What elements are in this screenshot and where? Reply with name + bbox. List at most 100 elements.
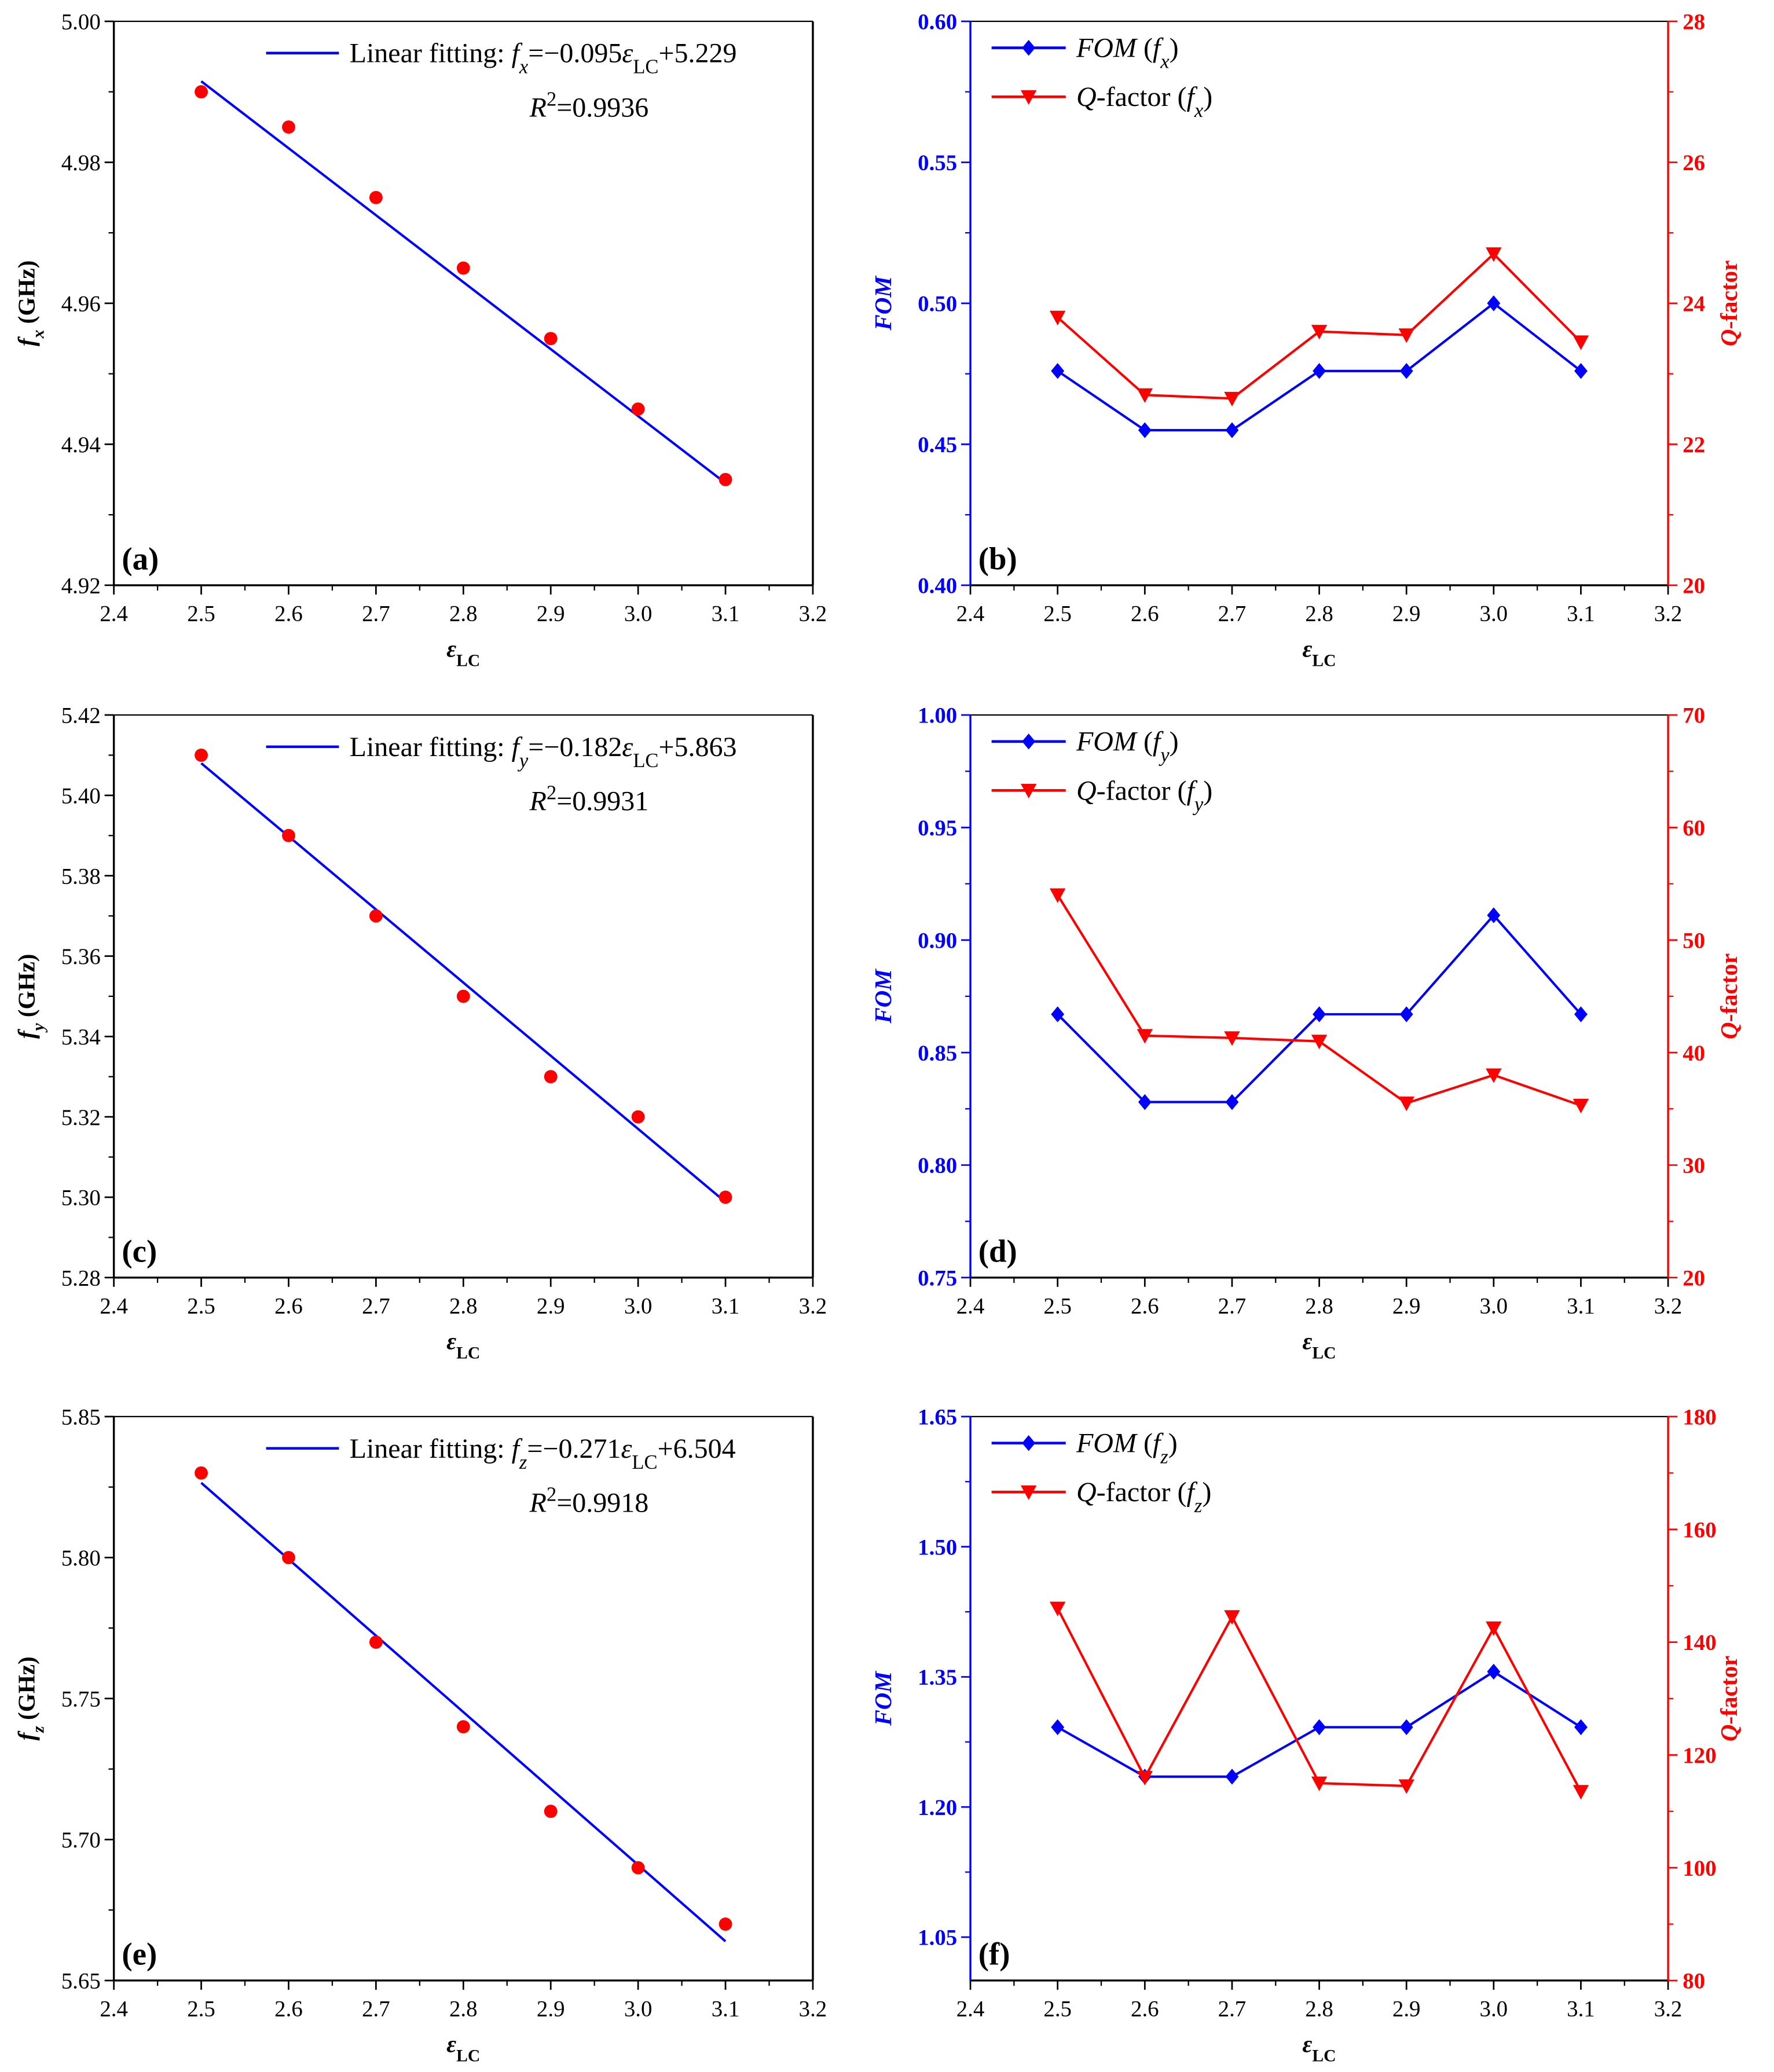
legend-triangle-icon xyxy=(1020,1485,1037,1500)
data-point xyxy=(631,1110,645,1124)
legend-label: FOM (fz) xyxy=(1076,1428,1178,1468)
legend-r2-label-part: =0.9918 xyxy=(556,1488,648,1519)
legend-fit-label-part: =−0.271 xyxy=(527,1433,621,1464)
legend-r2-label-part: 2 xyxy=(547,782,556,804)
y2-tick-label: 70 xyxy=(1683,703,1705,728)
y-tick-label: 4.92 xyxy=(61,574,101,599)
y-tick-label: 0.40 xyxy=(918,574,957,599)
x-tick-label: 2.8 xyxy=(1305,1294,1333,1319)
x-axis-label-part: ε xyxy=(446,635,456,662)
y2-tick-label: 80 xyxy=(1683,1969,1705,1994)
panel-c: 2.4 2.5 2.6 2.7 2.8 2.9 3.0 3.1 3.2 5.28 5.30 5.32 5… xyxy=(13,703,827,1363)
legend-fit-label: Linear fitting: fx=−0.095εLC+5.229 xyxy=(350,38,737,78)
y2-axis-label-part: -factor xyxy=(1716,261,1742,329)
legend-r2-label-part: R xyxy=(529,1488,547,1519)
x-tick-label: 2.7 xyxy=(1218,602,1247,626)
data-point xyxy=(282,1550,295,1564)
legend-fit-label-part: =−0.182 xyxy=(528,732,622,762)
q-factor-marker xyxy=(1137,1770,1153,1786)
y2-axis-label: Q-factor xyxy=(1716,1656,1742,1741)
legend-fit-label-part: ε xyxy=(621,1433,632,1464)
x-tick-label: 2.4 xyxy=(100,602,128,626)
legend-fit-label-part: LC xyxy=(633,750,658,772)
data-point xyxy=(369,1635,383,1649)
y-tick-label: 5.36 xyxy=(61,944,101,969)
q-factor-marker xyxy=(1311,1035,1328,1050)
y-tick-label: 5.75 xyxy=(61,1687,101,1712)
fom-marker xyxy=(1313,363,1326,379)
y2-tick-label: 30 xyxy=(1683,1153,1705,1178)
y2-axis-label-part: -factor xyxy=(1716,1656,1742,1725)
legend-fit-label: Linear fitting: fy=−0.182εLC+5.863 xyxy=(350,732,737,772)
y-tick-label: 1.05 xyxy=(918,1926,957,1950)
y2-tick-label: 26 xyxy=(1683,151,1705,175)
data-point xyxy=(195,85,208,99)
fit-line xyxy=(200,762,727,1203)
x-tick-label: 2.5 xyxy=(1043,602,1072,626)
x-tick-label: 2.7 xyxy=(1218,1997,1247,2022)
legend-label-part: ) xyxy=(1203,82,1212,112)
x-tick-label: 3.1 xyxy=(712,602,740,626)
x-axis-label-part: LC xyxy=(1312,651,1336,670)
x-tick-label: 3.0 xyxy=(624,602,653,626)
y2-tick-label: 60 xyxy=(1683,816,1705,841)
legend-label-part: x xyxy=(1160,51,1170,73)
legend-label-part: ) xyxy=(1170,33,1179,64)
x-tick-label: 2.7 xyxy=(1218,1294,1247,1319)
y-tick-label: 5.42 xyxy=(61,703,101,728)
x-tick-label: 2.8 xyxy=(449,1997,478,2022)
legend-label-part: -factor ( xyxy=(1097,775,1187,806)
panel-b: 2.4 2.5 2.6 2.7 2.8 2.9 3.0 3.1 3.2 0.40 0.45 0.50 0… xyxy=(870,10,1742,670)
data-point xyxy=(195,1466,208,1480)
y-tick-label: 0.85 xyxy=(918,1041,957,1066)
x-tick-label: 2.5 xyxy=(1043,1294,1072,1319)
y2-axis-label-part: Q xyxy=(1716,329,1742,346)
legend-fit-label-part: =−0.095 xyxy=(528,38,622,69)
y2-tick-label: 40 xyxy=(1683,1041,1705,1066)
x-axis-label: εLC xyxy=(446,1327,480,1362)
legend-label-part: ( xyxy=(1137,33,1153,64)
y-axis-label: FOM xyxy=(870,276,896,331)
legend-r2-label-part: =0.9936 xyxy=(556,92,648,123)
legend-label-part: ) xyxy=(1203,775,1212,806)
fom-marker xyxy=(1138,422,1152,438)
y-axis-label-part: (GHz) xyxy=(13,954,40,1023)
fom-marker xyxy=(1051,1719,1065,1736)
fom-marker xyxy=(1051,1006,1065,1022)
legend-r2-label-part: 2 xyxy=(547,1484,556,1506)
panel-e: 2.4 2.5 2.6 2.7 2.8 2.9 3.0 3.1 3.2 5.65 5.70 5.75 5… xyxy=(13,1405,827,2066)
y-axis-label-part: f xyxy=(13,1028,39,1039)
x-axis-label: εLC xyxy=(1303,2030,1336,2065)
y2-tick-label: 120 xyxy=(1683,1743,1716,1768)
data-point xyxy=(544,332,558,346)
fom-marker xyxy=(1487,1663,1501,1680)
legend-fit-label-part: y xyxy=(518,750,529,772)
legend-label-part: -factor ( xyxy=(1097,82,1187,112)
legend-label-part: y xyxy=(1159,745,1170,767)
x-tick-label: 3.2 xyxy=(1654,1294,1683,1319)
x-tick-label: 2.4 xyxy=(100,1997,128,2022)
legend-label-part: y xyxy=(1193,793,1204,815)
legend-fit-label: Linear fitting: fz=−0.271εLC+6.504 xyxy=(350,1433,736,1473)
x-tick-label: 2.8 xyxy=(449,602,478,626)
fom-marker xyxy=(1138,1094,1152,1110)
fom-marker xyxy=(1574,1719,1588,1736)
x-tick-label: 2.5 xyxy=(1043,1997,1072,2022)
legend-label-part: FOM xyxy=(1076,727,1138,757)
data-point xyxy=(456,261,470,275)
data-point xyxy=(719,1917,732,1931)
y-tick-label: 0.95 xyxy=(918,816,957,841)
data-point xyxy=(369,190,383,204)
panel-letter: (e) xyxy=(122,1937,157,1972)
y-tick-label: 0.75 xyxy=(918,1266,957,1291)
y-tick-label: 1.50 xyxy=(918,1535,957,1560)
legend-fit-label-part: Linear fitting: xyxy=(350,732,512,762)
y-axis-label-part: f xyxy=(13,336,39,346)
q-factor-marker xyxy=(1049,888,1066,903)
x-tick-label: 3.2 xyxy=(1654,1997,1683,2022)
legend-label: Q-factor (fz) xyxy=(1076,1477,1211,1517)
x-tick-label: 3.1 xyxy=(1567,1997,1595,2022)
panel-letter: (f) xyxy=(978,1937,1010,1972)
y-tick-label: 5.38 xyxy=(61,864,101,889)
y-axis-label-part: x xyxy=(29,329,47,339)
